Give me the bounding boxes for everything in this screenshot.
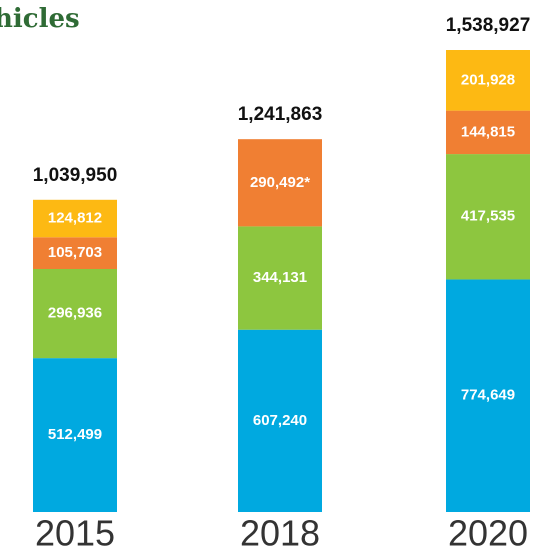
bar-segment	[33, 199, 117, 238]
chart-title: hicles	[0, 4, 80, 34]
segment-label: 124,812	[48, 210, 102, 227]
bar-segment	[446, 154, 530, 280]
segment-label: 344,131	[253, 269, 307, 286]
bar-segment	[33, 269, 117, 359]
x-tick-label: 2020	[448, 513, 528, 554]
bar-segment	[238, 226, 322, 330]
segment-label: 296,936	[48, 305, 102, 322]
segment-label: 290,492*	[250, 174, 310, 191]
segment-label: 512,499	[48, 426, 102, 443]
x-tick-label: 2015	[35, 513, 115, 554]
total-label: 1,039,950	[33, 165, 118, 186]
total-label: 1,241,863	[238, 104, 323, 125]
total-label: 1,538,927	[446, 15, 531, 36]
segment-label: 774,649	[461, 387, 515, 404]
segment-label: 105,703	[48, 244, 102, 261]
bar-segment	[446, 279, 530, 512]
bar-segment	[33, 358, 117, 512]
segment-label: 144,815	[461, 123, 515, 140]
bar-segment	[238, 139, 322, 227]
segment-label: 607,240	[253, 412, 307, 429]
segment-label: 417,535	[461, 208, 515, 225]
bar-segment	[238, 329, 322, 512]
segment-label: 201,928	[461, 71, 515, 88]
bar-segment	[446, 50, 530, 111]
x-tick-label: 2018	[240, 513, 320, 554]
bar-segment	[446, 110, 530, 155]
bar-segment	[33, 237, 117, 270]
